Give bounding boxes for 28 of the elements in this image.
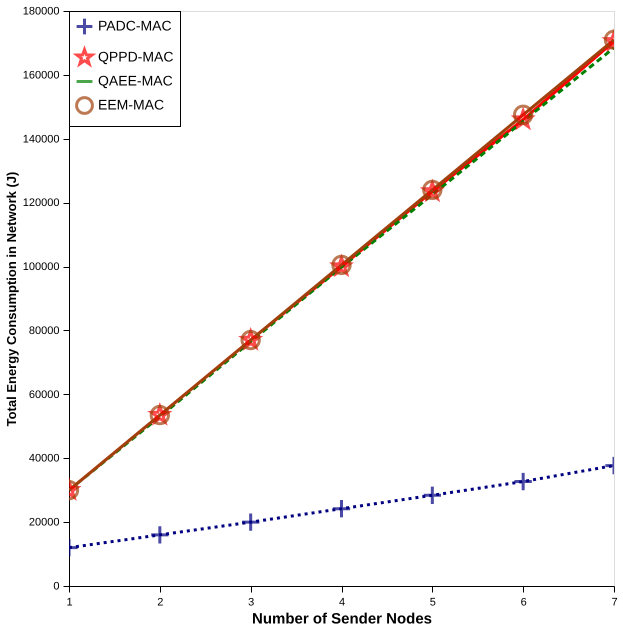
x-tick-label: 4 [338, 596, 346, 608]
point [513, 471, 534, 492]
y-tick-label: 80000 [28, 324, 60, 337]
x-tick-label: 6 [520, 596, 527, 608]
x-tick-label: 1 [66, 596, 73, 608]
point [422, 485, 442, 506]
y-tick-label: 140000 [22, 133, 60, 146]
point [150, 524, 170, 546]
y-tick-label: 20000 [28, 516, 60, 529]
point [240, 512, 261, 532]
legend-label: QAEE-MAC [98, 72, 173, 88]
y-tick-label: 100000 [22, 261, 60, 274]
x-tick-label: 7 [611, 596, 618, 608]
legend-label: QPPD-MAC [98, 48, 174, 64]
y-tick-label: 120000 [22, 197, 60, 210]
y-tick-label: 160000 [22, 69, 60, 82]
x-tick-label: 2 [157, 596, 164, 608]
point [331, 498, 352, 519]
y-tick-label: 180000 [22, 6, 60, 18]
y-axis-title: Total Energy Consumption in Network (J) [4, 172, 19, 426]
legend-label: EEM-MAC [98, 96, 164, 112]
x-axis-title: Number of Sender Nodes [252, 610, 432, 628]
y-tick-label: 0 [53, 580, 60, 592]
y-tick-label: 40000 [28, 452, 60, 465]
x-tick-label: 5 [430, 596, 436, 608]
legend-label: PADC-MAC [98, 18, 172, 34]
x-tick-label: 3 [248, 596, 254, 608]
y-tick-label: 60000 [28, 388, 60, 401]
